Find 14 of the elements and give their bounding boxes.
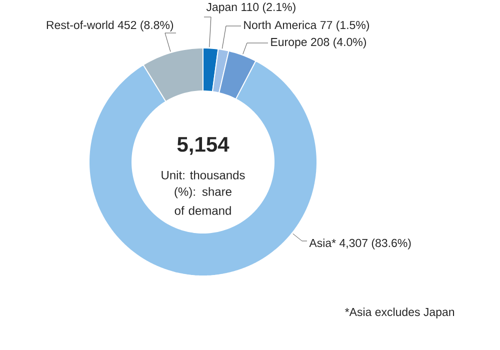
slice-label: Japan bbox=[206, 3, 237, 14]
text: 5,154 bbox=[177, 137, 230, 155]
text: (%): share of demand bbox=[174, 187, 232, 215]
text: *Asia excludes Japan bbox=[345, 308, 454, 318]
data-label: 208 (4.0%) bbox=[311, 38, 366, 48]
slice-label: Rest-of-world bbox=[46, 20, 114, 30]
data-label: 110 (2.1%) bbox=[242, 2, 296, 14]
slice-label: Europe bbox=[271, 38, 307, 48]
data-label: 4,307 (83.6%) bbox=[340, 238, 411, 250]
text: Unit: thousands bbox=[162, 170, 245, 180]
slice-label: Asia* bbox=[309, 238, 336, 248]
slice-label: North America bbox=[244, 20, 317, 30]
data-label: 452 (8.8%) bbox=[118, 20, 174, 32]
data-label: 77 (1.5%) bbox=[320, 20, 370, 32]
